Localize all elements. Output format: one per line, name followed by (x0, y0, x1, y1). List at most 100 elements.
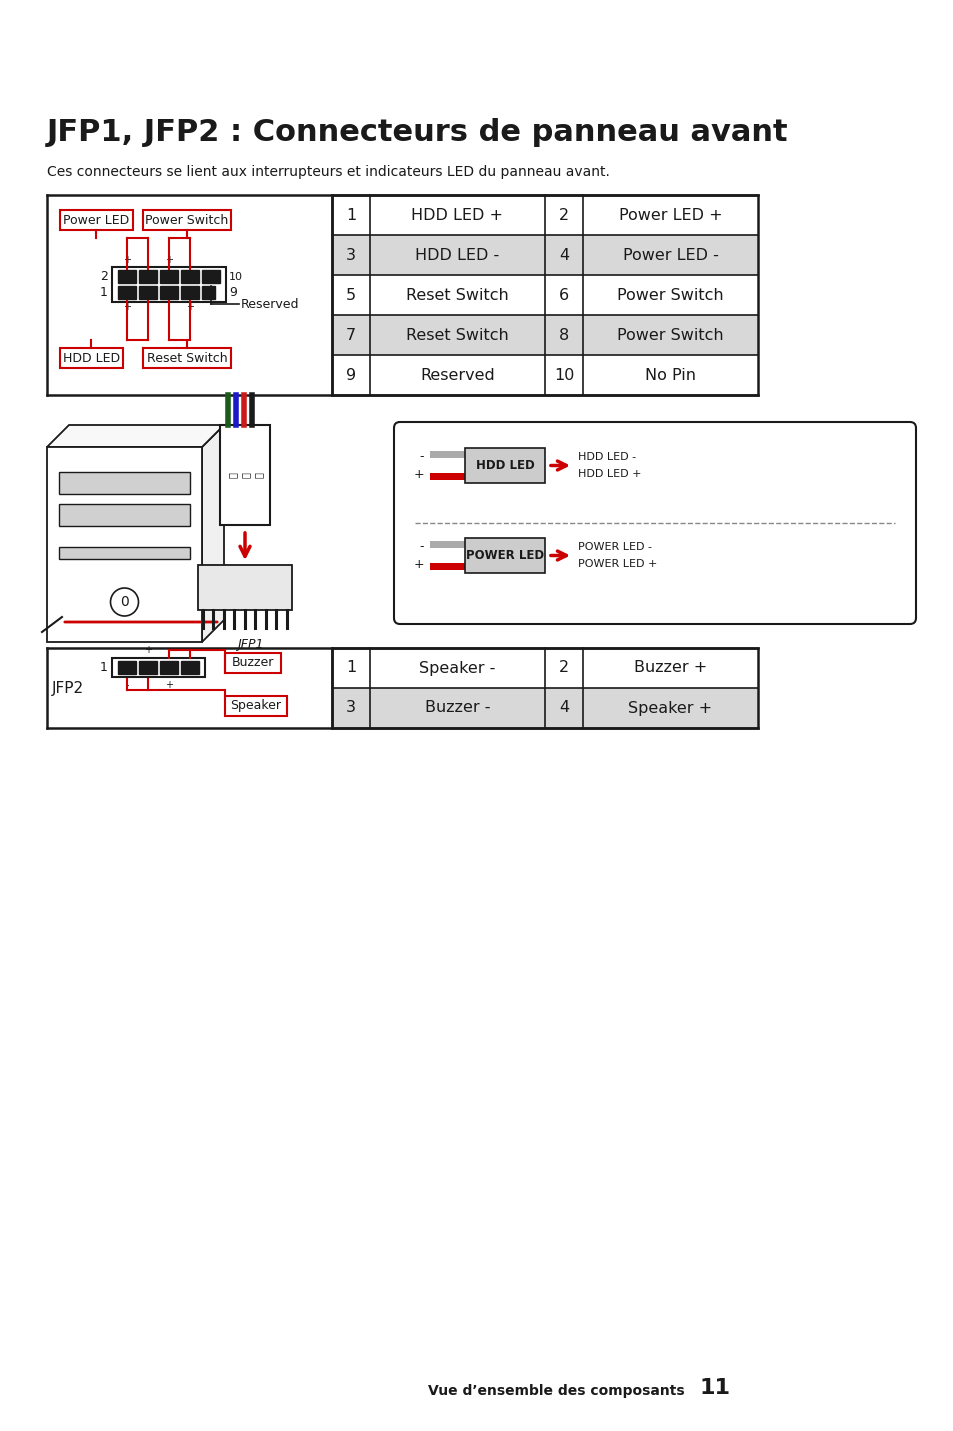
Bar (112, 268, 226, 302)
Bar (160, 286, 178, 299)
Text: Reset Switch: Reset Switch (147, 352, 227, 365)
Bar (47, 446, 202, 643)
Text: 10: 10 (554, 368, 574, 382)
Text: i: i (147, 302, 150, 312)
Text: 3: 3 (346, 701, 355, 716)
Text: 10: 10 (229, 272, 243, 282)
Text: Power Switch: Power Switch (145, 213, 229, 226)
Text: POWER LED +: POWER LED + (578, 560, 657, 570)
Text: Ces connecteurs se lient aux interrupteurs et indicateurs LED du panneau avant.: Ces connecteurs se lient aux interrupteu… (47, 165, 609, 179)
Text: 2: 2 (100, 270, 108, 283)
Bar (143, 210, 231, 230)
Bar (60, 210, 132, 230)
Bar (202, 270, 220, 283)
Polygon shape (202, 425, 224, 643)
Bar (60, 348, 123, 368)
Text: +: + (165, 255, 172, 265)
Bar (112, 658, 205, 677)
Text: +: + (165, 680, 172, 690)
Bar (332, 648, 758, 728)
Text: Power LED +: Power LED + (618, 207, 721, 222)
Bar (181, 286, 199, 299)
Text: 前: 前 (228, 472, 237, 478)
Text: Speaker -: Speaker - (419, 661, 496, 675)
Text: Vue d’ensemble des composants: Vue d’ensemble des composants (428, 1384, 684, 1398)
Bar (430, 562, 464, 570)
Bar (47, 648, 332, 728)
Bar (181, 270, 199, 283)
Text: JFP1: JFP1 (236, 638, 263, 651)
Text: HDD LED: HDD LED (476, 459, 534, 472)
Bar (430, 541, 464, 548)
Text: 8: 8 (558, 328, 569, 342)
Bar (139, 270, 157, 283)
Bar (59, 547, 190, 560)
Text: 3: 3 (346, 248, 355, 262)
Text: 11: 11 (700, 1378, 730, 1398)
Bar (160, 661, 178, 674)
Text: Reset Switch: Reset Switch (406, 288, 508, 302)
Text: 板: 板 (253, 472, 264, 478)
Text: -: - (125, 680, 129, 690)
Bar (198, 565, 292, 610)
Text: 9: 9 (346, 368, 355, 382)
Text: Reset Switch: Reset Switch (406, 328, 508, 342)
Bar (430, 474, 464, 479)
Text: +: + (413, 558, 423, 571)
Bar (59, 472, 190, 494)
Bar (464, 448, 544, 484)
Text: +: + (413, 468, 423, 481)
Text: Power Switch: Power Switch (617, 288, 723, 302)
Text: HDD LED -: HDD LED - (415, 248, 499, 262)
Text: +: + (123, 255, 131, 265)
Text: +: + (186, 302, 193, 312)
Text: 4: 4 (558, 248, 569, 262)
Text: POWER LED -: POWER LED - (578, 542, 651, 552)
Text: 9: 9 (229, 286, 236, 299)
Bar (332, 195, 758, 235)
Text: JFP2: JFP2 (52, 681, 84, 695)
Bar (332, 688, 758, 728)
Text: 6: 6 (558, 288, 569, 302)
Bar (225, 695, 287, 716)
Bar (332, 235, 758, 275)
Text: 1: 1 (100, 661, 108, 674)
Text: 0: 0 (120, 595, 129, 610)
Text: HDD LED: HDD LED (63, 352, 120, 365)
Bar (464, 538, 544, 572)
Text: Buzzer +: Buzzer + (633, 661, 706, 675)
Bar (332, 648, 758, 688)
Bar (332, 355, 758, 395)
Text: Power Switch: Power Switch (617, 328, 723, 342)
Text: i: i (189, 255, 192, 265)
Bar (118, 270, 136, 283)
Bar (202, 286, 214, 299)
Bar (220, 425, 270, 525)
Text: 2: 2 (558, 661, 569, 675)
Bar (118, 286, 136, 299)
Bar (139, 286, 157, 299)
Text: POWER LED: POWER LED (465, 550, 543, 562)
Text: Speaker: Speaker (231, 700, 281, 713)
Text: 5: 5 (346, 288, 355, 302)
Text: i: i (147, 255, 150, 265)
Text: Reserved: Reserved (241, 298, 299, 311)
Text: -: - (419, 451, 423, 464)
Bar (139, 661, 157, 674)
Bar (430, 451, 464, 458)
Circle shape (111, 588, 138, 615)
Text: 1: 1 (346, 207, 355, 222)
Bar (225, 653, 281, 673)
Text: Buzzer: Buzzer (232, 657, 274, 670)
Bar (59, 504, 190, 527)
Text: -: - (419, 541, 423, 554)
Text: 面: 面 (241, 472, 251, 478)
Text: 7: 7 (346, 328, 355, 342)
Text: 1: 1 (100, 286, 108, 299)
Bar (47, 195, 332, 395)
Text: Speaker +: Speaker + (628, 701, 712, 716)
Text: i: i (168, 302, 171, 312)
Bar (332, 195, 758, 395)
Text: HDD LED +: HDD LED + (578, 469, 640, 479)
Bar (332, 315, 758, 355)
